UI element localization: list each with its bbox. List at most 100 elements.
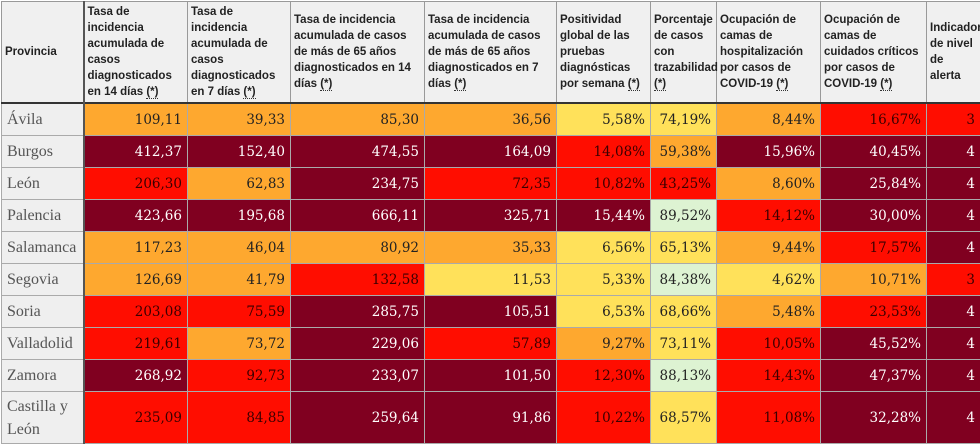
value-cell: 233,07 <box>291 360 425 392</box>
value-cell: 30,00% <box>821 200 927 232</box>
alert-level-cell: 4 <box>927 200 980 232</box>
value-cell: 68,57% <box>651 392 717 444</box>
footnote-link[interactable]: (*) <box>320 78 332 91</box>
value-cell: 234,75 <box>291 168 425 200</box>
value-cell: 206,30 <box>84 168 188 200</box>
value-cell: 91,86 <box>425 392 557 444</box>
value-cell: 35,33 <box>425 232 557 264</box>
column-header: Indicador de nivel de alerta <box>927 2 980 104</box>
value-cell: 10,05% <box>717 328 821 360</box>
value-cell: 8,60% <box>717 168 821 200</box>
value-cell: 84,38% <box>651 264 717 296</box>
value-cell: 59,38% <box>651 136 717 168</box>
value-cell: 45,52% <box>821 328 927 360</box>
column-header-label: Tasa de incidencia acumulada de casos di… <box>191 6 275 98</box>
alert-level-cell: 4 <box>927 232 980 264</box>
value-cell: 195,68 <box>188 200 291 232</box>
alert-level-cell: 3 <box>927 103 980 136</box>
province-cell: Soria <box>2 296 84 328</box>
value-cell: 46,04 <box>188 232 291 264</box>
value-cell: 74,19% <box>651 103 717 136</box>
value-cell: 203,08 <box>84 296 188 328</box>
value-cell: 5,58% <box>557 103 651 136</box>
value-cell: 412,37 <box>84 136 188 168</box>
alert-level-cell: 4 <box>927 328 980 360</box>
alert-level-cell: 4 <box>927 168 980 200</box>
column-header: Tasa de incidencia acumulada de casos di… <box>84 2 188 104</box>
value-cell: 17,57% <box>821 232 927 264</box>
column-header: Porcentaje de casos con trazabilidad (*) <box>651 2 717 104</box>
column-header: Provincia <box>2 2 84 104</box>
alert-level-cell: 4 <box>927 392 980 444</box>
value-cell: 75,59 <box>188 296 291 328</box>
value-cell: 43,25% <box>651 168 717 200</box>
value-cell: 62,83 <box>188 168 291 200</box>
column-header: Tasa de incidencia acumulada de casos de… <box>425 2 557 104</box>
value-cell: 117,23 <box>84 232 188 264</box>
alert-level-cell: 4 <box>927 136 980 168</box>
value-cell: 5,33% <box>557 264 651 296</box>
value-cell: 16,67% <box>821 103 927 136</box>
column-header: Positividad global de las pruebas diagnó… <box>557 2 651 104</box>
footnote-link[interactable]: (*) <box>776 78 788 91</box>
value-cell: 40,45% <box>821 136 927 168</box>
value-cell: 80,92 <box>291 232 425 264</box>
footnote-link[interactable]: (*) <box>454 78 466 91</box>
value-cell: 126,69 <box>84 264 188 296</box>
footnote-link[interactable]: (*) <box>654 78 666 91</box>
value-cell: 57,89 <box>425 328 557 360</box>
value-cell: 105,51 <box>425 296 557 328</box>
province-cell: Valladolid <box>2 328 84 360</box>
value-cell: 11,53 <box>425 264 557 296</box>
column-header-label: Tasa de incidencia acumulada de casos di… <box>88 6 172 98</box>
value-cell: 39,33 <box>188 103 291 136</box>
value-cell: 325,71 <box>425 200 557 232</box>
value-cell: 32,28% <box>821 392 927 444</box>
column-header-label: Tasa de incidencia acumulada de casos de… <box>428 14 541 90</box>
value-cell: 10,82% <box>557 168 651 200</box>
province-cell: Ávila <box>2 103 84 136</box>
value-cell: 6,56% <box>557 232 651 264</box>
value-cell: 12,30% <box>557 360 651 392</box>
value-cell: 47,37% <box>821 360 927 392</box>
value-cell: 259,64 <box>291 392 425 444</box>
value-cell: 6,53% <box>557 296 651 328</box>
value-cell: 92,73 <box>188 360 291 392</box>
column-header: Tasa de incidencia acumulada de casos di… <box>188 2 291 104</box>
header-row: Provincia Tasa de incidencia acumulada de… <box>2 2 980 104</box>
province-cell: Palencia <box>2 200 84 232</box>
value-cell: 229,06 <box>291 328 425 360</box>
footnote-link[interactable]: (*) <box>146 86 158 99</box>
column-header-label: Ocupación de camas de hospitalización po… <box>720 14 803 90</box>
value-cell: 219,61 <box>84 328 188 360</box>
alert-level-cell: 3 <box>927 264 980 296</box>
value-cell: 132,58 <box>291 264 425 296</box>
value-cell: 23,53% <box>821 296 927 328</box>
value-cell: 15,44% <box>557 200 651 232</box>
column-header-label: Provincia <box>5 46 57 58</box>
value-cell: 15,96% <box>717 136 821 168</box>
footnote-link[interactable]: (*) <box>243 86 255 99</box>
column-header-label: Tasa de incidencia acumulada de casos de… <box>294 14 411 90</box>
column-header-label: Ocupación de camas de cuidados críticos … <box>824 14 919 90</box>
footnote-link[interactable]: (*) <box>880 78 892 91</box>
province-cell: Segovia <box>2 264 84 296</box>
value-cell: 14,12% <box>717 200 821 232</box>
value-cell: 65,13% <box>651 232 717 264</box>
value-cell: 109,11 <box>84 103 188 136</box>
footnote-link[interactable]: (*) <box>628 78 640 91</box>
province-cell: Burgos <box>2 136 84 168</box>
value-cell: 423,66 <box>84 200 188 232</box>
value-cell: 14,08% <box>557 136 651 168</box>
value-cell: 11,08% <box>717 392 821 444</box>
value-cell: 73,72 <box>188 328 291 360</box>
value-cell: 101,50 <box>425 360 557 392</box>
